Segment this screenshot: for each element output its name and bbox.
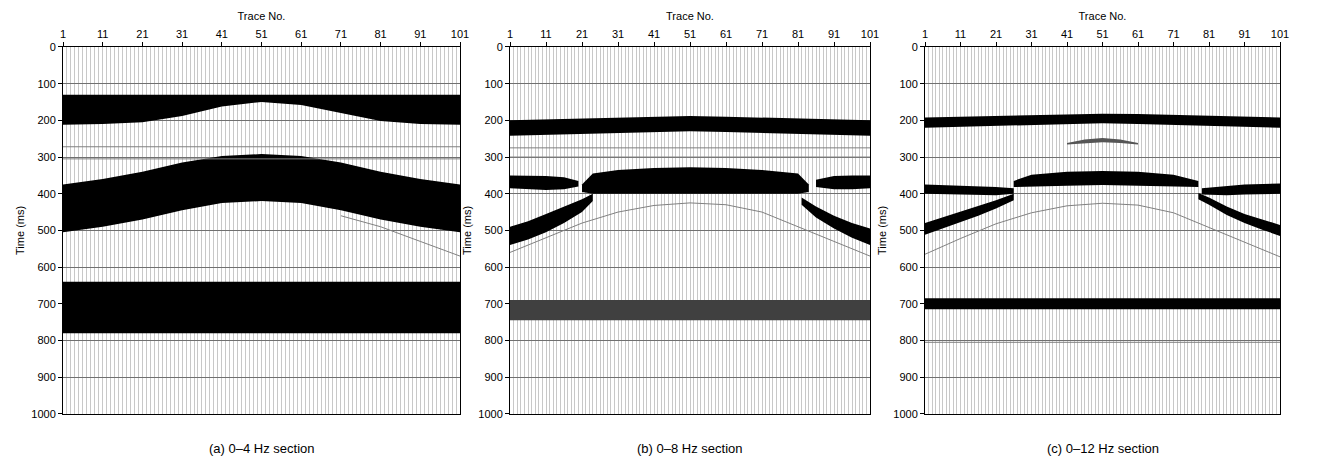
svg-text:(c) 0–12 Hz section: (c) 0–12 Hz section: [1047, 441, 1159, 456]
svg-text:600: 600: [37, 261, 55, 273]
svg-text:500: 500: [899, 224, 917, 236]
svg-text:0: 0: [912, 41, 918, 53]
svg-text:700: 700: [484, 298, 502, 310]
svg-text:400: 400: [899, 188, 917, 200]
svg-text:200: 200: [484, 114, 502, 126]
svg-text:1000: 1000: [478, 408, 502, 420]
svg-text:200: 200: [37, 114, 55, 126]
svg-text:500: 500: [37, 224, 55, 236]
svg-text:100: 100: [899, 78, 917, 90]
svg-text:101: 101: [451, 28, 469, 40]
svg-text:800: 800: [484, 334, 502, 346]
svg-text:Time (ms): Time (ms): [461, 206, 473, 255]
svg-text:21: 21: [576, 28, 588, 40]
svg-text:51: 51: [684, 28, 696, 40]
svg-text:71: 71: [1167, 28, 1179, 40]
svg-text:81: 81: [1203, 28, 1215, 40]
svg-text:100: 100: [484, 78, 502, 90]
svg-text:61: 61: [1132, 28, 1144, 40]
svg-text:51: 51: [255, 28, 267, 40]
svg-text:0: 0: [50, 41, 56, 53]
svg-text:800: 800: [37, 334, 55, 346]
svg-text:0: 0: [497, 41, 503, 53]
svg-text:500: 500: [484, 224, 502, 236]
svg-text:400: 400: [484, 188, 502, 200]
svg-text:700: 700: [899, 298, 917, 310]
svg-text:300: 300: [899, 151, 917, 163]
svg-text:81: 81: [792, 28, 804, 40]
svg-text:Time (ms): Time (ms): [14, 206, 26, 255]
svg-text:71: 71: [756, 28, 768, 40]
svg-text:81: 81: [374, 28, 386, 40]
svg-text:1000: 1000: [31, 408, 55, 420]
svg-text:Trace No.: Trace No.: [1079, 10, 1127, 22]
svg-text:900: 900: [37, 371, 55, 383]
svg-text:600: 600: [484, 261, 502, 273]
svg-text:101: 101: [861, 28, 879, 40]
svg-text:1: 1: [507, 28, 513, 40]
svg-text:900: 900: [899, 371, 917, 383]
svg-text:101: 101: [1271, 28, 1289, 40]
svg-text:21: 21: [990, 28, 1002, 40]
svg-text:31: 31: [176, 28, 188, 40]
svg-text:(b) 0–8 Hz section: (b) 0–8 Hz section: [637, 441, 743, 456]
svg-text:700: 700: [37, 298, 55, 310]
svg-text:(a) 0–4 Hz section: (a) 0–4 Hz section: [209, 441, 315, 456]
svg-text:100: 100: [37, 78, 55, 90]
svg-text:300: 300: [37, 151, 55, 163]
svg-text:61: 61: [720, 28, 732, 40]
svg-text:Trace No.: Trace No.: [666, 10, 714, 22]
svg-text:400: 400: [37, 188, 55, 200]
svg-text:Time (ms): Time (ms): [876, 206, 888, 255]
svg-text:91: 91: [414, 28, 426, 40]
svg-text:Trace No.: Trace No.: [238, 10, 286, 22]
svg-text:600: 600: [899, 261, 917, 273]
svg-text:61: 61: [295, 28, 307, 40]
svg-text:71: 71: [335, 28, 347, 40]
svg-text:51: 51: [1096, 28, 1108, 40]
svg-text:91: 91: [1238, 28, 1250, 40]
svg-text:1: 1: [60, 28, 66, 40]
svg-text:200: 200: [899, 114, 917, 126]
svg-text:41: 41: [1061, 28, 1073, 40]
svg-text:1000: 1000: [893, 408, 917, 420]
svg-text:1: 1: [922, 28, 928, 40]
svg-text:900: 900: [484, 371, 502, 383]
svg-text:41: 41: [648, 28, 660, 40]
svg-text:31: 31: [612, 28, 624, 40]
svg-text:21: 21: [136, 28, 148, 40]
svg-text:11: 11: [955, 28, 966, 40]
svg-text:300: 300: [484, 151, 502, 163]
svg-text:31: 31: [1025, 28, 1037, 40]
svg-text:800: 800: [899, 334, 917, 346]
svg-text:11: 11: [97, 28, 108, 40]
svg-text:11: 11: [540, 28, 551, 40]
svg-text:41: 41: [216, 28, 228, 40]
svg-text:91: 91: [828, 28, 840, 40]
